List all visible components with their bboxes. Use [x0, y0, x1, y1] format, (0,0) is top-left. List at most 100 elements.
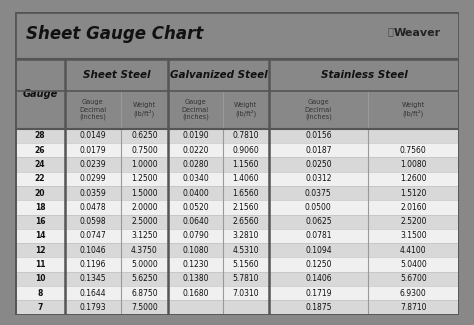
Text: 7.5000: 7.5000 [131, 303, 158, 312]
Text: 0.0478: 0.0478 [80, 203, 106, 212]
Text: Gauge: Gauge [22, 89, 58, 99]
Bar [15, 243, 459, 257]
Text: 1.2500: 1.2500 [131, 174, 158, 183]
Text: 0.0179: 0.0179 [80, 146, 106, 155]
Text: 0.1094: 0.1094 [305, 246, 332, 255]
Text: 24: 24 [35, 160, 45, 169]
Text: 🚛: 🚛 [387, 26, 393, 36]
Text: 1.5000: 1.5000 [131, 188, 158, 198]
Text: 1.0000: 1.0000 [131, 160, 158, 169]
Text: 10: 10 [35, 274, 45, 283]
Text: 1.4060: 1.4060 [232, 174, 259, 183]
Text: 0.0598: 0.0598 [80, 217, 106, 226]
Bar [15, 229, 459, 243]
Text: 0.0781: 0.0781 [305, 231, 332, 240]
Text: 2.0160: 2.0160 [400, 203, 427, 212]
Text: 2.1560: 2.1560 [233, 203, 259, 212]
Text: 0.1345: 0.1345 [80, 274, 106, 283]
Text: 5.0400: 5.0400 [400, 260, 427, 269]
Text: 0.0250: 0.0250 [305, 160, 332, 169]
Text: 3.1500: 3.1500 [400, 231, 427, 240]
Text: 0.1644: 0.1644 [80, 289, 106, 298]
Text: 0.0375: 0.0375 [305, 188, 332, 198]
Text: 0.7500: 0.7500 [131, 146, 158, 155]
Text: 5.6700: 5.6700 [400, 274, 427, 283]
Text: 1.6560: 1.6560 [232, 188, 259, 198]
Text: 20: 20 [35, 188, 45, 198]
Text: Sheet Gauge Chart: Sheet Gauge Chart [26, 25, 204, 43]
Text: 2.5000: 2.5000 [131, 217, 158, 226]
Text: 2.5200: 2.5200 [400, 217, 427, 226]
Text: 5.7810: 5.7810 [233, 274, 259, 283]
Text: Gauge
Decimal
(inches): Gauge Decimal (inches) [79, 99, 106, 120]
Text: 0.0190: 0.0190 [182, 131, 209, 140]
Text: 0.1680: 0.1680 [182, 289, 209, 298]
Text: 0.0640: 0.0640 [182, 217, 209, 226]
Bar [15, 157, 459, 172]
Text: 1.2600: 1.2600 [400, 174, 427, 183]
Bar [15, 272, 459, 286]
Text: 4.5310: 4.5310 [232, 246, 259, 255]
Bar [15, 214, 459, 229]
Text: 0.0500: 0.0500 [305, 203, 332, 212]
Text: 12: 12 [35, 246, 45, 255]
Bar [15, 172, 459, 186]
Text: 0.0149: 0.0149 [80, 131, 106, 140]
Text: 0.0299: 0.0299 [80, 174, 106, 183]
Text: 0.0520: 0.0520 [182, 203, 209, 212]
Text: 0.0239: 0.0239 [80, 160, 106, 169]
Text: 14: 14 [35, 231, 45, 240]
Bar [15, 186, 459, 200]
Text: 28: 28 [35, 131, 46, 140]
Text: 0.0220: 0.0220 [182, 146, 209, 155]
Bar [15, 286, 459, 300]
Text: 5.6250: 5.6250 [131, 274, 158, 283]
Text: 0.7810: 0.7810 [233, 131, 259, 140]
Text: 0.1875: 0.1875 [305, 303, 332, 312]
Text: 6.8750: 6.8750 [131, 289, 158, 298]
Text: Gauge
Decimal
(inches): Gauge Decimal (inches) [182, 99, 209, 120]
Text: Weight
(lb/ft²): Weight (lb/ft²) [133, 102, 156, 117]
Text: 0.1380: 0.1380 [182, 274, 209, 283]
Text: 0.1793: 0.1793 [80, 303, 106, 312]
Text: 0.1196: 0.1196 [80, 260, 106, 269]
Text: 3.1250: 3.1250 [131, 231, 158, 240]
Bar [15, 300, 459, 315]
Text: 26: 26 [35, 146, 45, 155]
Text: 8: 8 [37, 289, 43, 298]
Text: 0.0156: 0.0156 [305, 131, 332, 140]
Text: 0.1046: 0.1046 [80, 246, 106, 255]
Text: 0.0340: 0.0340 [182, 174, 209, 183]
Text: 0.0790: 0.0790 [182, 231, 209, 240]
Text: 2.6560: 2.6560 [232, 217, 259, 226]
Text: 16: 16 [35, 217, 45, 226]
Text: 7.0310: 7.0310 [232, 289, 259, 298]
Text: Weaver: Weaver [394, 28, 441, 38]
Text: 0.1250: 0.1250 [305, 260, 332, 269]
Text: Weight
(lb/ft²): Weight (lb/ft²) [234, 102, 257, 117]
Text: 0.1230: 0.1230 [182, 260, 209, 269]
Text: 6.9300: 6.9300 [400, 289, 427, 298]
Text: 0.9060: 0.9060 [232, 146, 259, 155]
Text: 3.2810: 3.2810 [233, 231, 259, 240]
Text: 0.1406: 0.1406 [305, 274, 332, 283]
Bar [15, 129, 459, 143]
Text: Galvanized Steel: Galvanized Steel [170, 70, 267, 80]
Text: 0.7560: 0.7560 [400, 146, 427, 155]
Text: 0.0747: 0.0747 [79, 231, 106, 240]
Text: 0.0625: 0.0625 [305, 217, 332, 226]
Bar [15, 257, 459, 272]
Text: 4.3750: 4.3750 [131, 246, 158, 255]
Text: Weight
(lb/ft²): Weight (lb/ft²) [401, 102, 425, 117]
Text: Sheet Steel: Sheet Steel [83, 70, 150, 80]
Text: 0.1080: 0.1080 [182, 246, 209, 255]
Text: 22: 22 [35, 174, 45, 183]
Text: 1.1560: 1.1560 [233, 160, 259, 169]
Text: 0.6250: 0.6250 [131, 131, 158, 140]
Bar [15, 200, 459, 214]
Text: 11: 11 [35, 260, 45, 269]
Text: 0.0280: 0.0280 [182, 160, 209, 169]
Text: 5.1560: 5.1560 [232, 260, 259, 269]
Text: 7.8710: 7.8710 [400, 303, 427, 312]
Text: 4.4100: 4.4100 [400, 246, 427, 255]
